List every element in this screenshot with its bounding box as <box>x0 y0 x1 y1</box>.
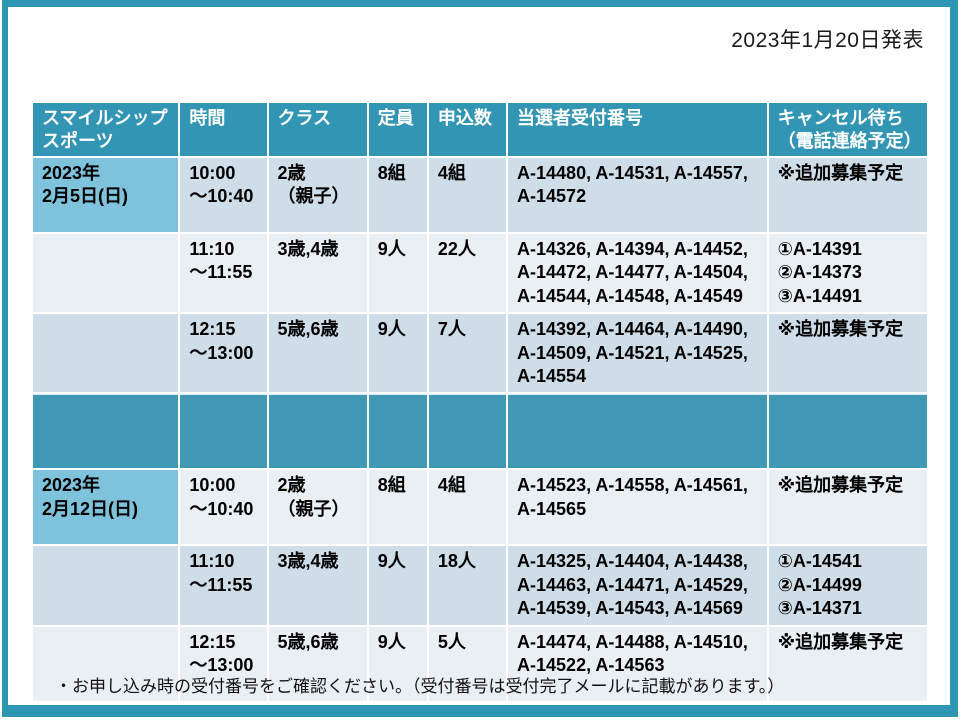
time-cell: 11:10 ～11:55 <box>180 234 267 313</box>
column-header-applied: 申込数 <box>428 103 507 156</box>
session-date-empty-cell <box>33 546 179 625</box>
column-header-class: クラス <box>268 103 367 156</box>
capacity-cell: 9人 <box>368 626 427 701</box>
table-row: 2023年 2月12日(日) 10:00 ～10:40 2歳 （親子） 8組 4組 A-1… <box>33 470 927 545</box>
applied-cell: 5人 <box>428 626 507 701</box>
capacity-cell: 9人 <box>368 314 427 393</box>
cancel-cell: ①A-14541 ②A-14499 ③A-14371 <box>768 546 927 625</box>
class-cell: 2歳 （親子） <box>268 158 367 232</box>
applied-cell: 22人 <box>428 234 507 313</box>
table-row: 12:15 ～13:00 5歳,6歳 9人 7人 A-14392, A-14464, A… <box>33 314 927 393</box>
time-cell: 11:10 ～11:55 <box>180 546 267 625</box>
time-cell: 10:00 ～10:40 <box>180 470 267 545</box>
results-table-header: スマイルシップ スポーツ 時間 クラス 定員 申込数 当選者受付番号 キャンセル待ち （電話… <box>33 103 927 156</box>
column-header-time: 時間 <box>180 103 267 156</box>
group-divider-segment <box>508 394 767 469</box>
capacity-cell: 9人 <box>368 546 427 625</box>
class-cell: 3歳,4歳 <box>268 546 367 625</box>
cancel-cell: ①A-14391 ②A-14373 ③A-14491 <box>768 234 927 313</box>
cancel-cell: ※追加募集予定 <box>768 470 927 545</box>
table-row: 12:15 ～13:00 5歳,6歳 9人 5人 A-14474, A-14488, A… <box>33 626 927 701</box>
applied-cell: 7人 <box>428 314 507 393</box>
winners-cell: A-14480, A-14531, A-14557, A-14572 <box>508 158 767 232</box>
group-divider-segment <box>268 394 367 469</box>
class-cell: 5歳,6歳 <box>268 626 367 701</box>
applied-cell: 4組 <box>428 470 507 545</box>
session-date-empty-cell <box>33 626 179 701</box>
capacity-cell: 8組 <box>368 470 427 545</box>
winners-cell: A-14474, A-14488, A-14510, A-14522, A-14… <box>508 626 767 701</box>
winners-cell: A-14325, A-14404, A-14438, A-14463, A-14… <box>508 546 767 625</box>
time-cell: 12:15 ～13:00 <box>180 314 267 393</box>
cancel-cell: ※追加募集予定 <box>768 314 927 393</box>
session-date-empty-cell <box>33 314 179 393</box>
capacity-cell: 8組 <box>368 158 427 232</box>
table-row: 2023年 2月5日(日) 10:00 ～10:40 2歳 （親子） 8組 4組 A-14… <box>33 158 927 232</box>
session-date-cell: 2023年 2月12日(日) <box>33 470 179 545</box>
applied-cell: 18人 <box>428 546 507 625</box>
time-cell: 10:00 ～10:40 <box>180 158 267 232</box>
column-header-cancel: キャンセル待ち （電話連絡予定） <box>768 103 927 156</box>
group-divider <box>33 394 927 469</box>
footer-note: ・お申し込み時の受付番号をご確認ください。（受付番号は受付完了メールに記載があり… <box>55 677 785 696</box>
cancel-cell: ※追加募集予定 <box>768 158 927 232</box>
column-header-date: スマイルシップ スポーツ <box>33 103 179 156</box>
lottery-results-table: スマイルシップ スポーツ 時間 クラス 定員 申込数 当選者受付番号 キャンセル待ち （電話… <box>31 101 929 703</box>
class-cell: 2歳 （親子） <box>268 470 367 545</box>
header-row: スマイルシップ スポーツ 時間 クラス 定員 申込数 当選者受付番号 キャンセル待ち （電話… <box>33 103 927 156</box>
group-divider-segment <box>428 394 507 469</box>
session-date-cell: 2023年 2月5日(日) <box>33 158 179 232</box>
applied-cell: 4組 <box>428 158 507 232</box>
class-cell: 5歳,6歳 <box>268 314 367 393</box>
table-row: 11:10 ～11:55 3歳,4歳 9人 22人 A-14326, A-14394, … <box>33 234 927 313</box>
announcement-date: 2023年1月20日発表 <box>731 29 924 52</box>
time-cell: 12:15 ～13:00 <box>180 626 267 701</box>
table-row: 11:10 ～11:55 3歳,4歳 9人 18人 A-14325, A-14404, … <box>33 546 927 625</box>
winners-cell: A-14523, A-14558, A-14561, A-14565 <box>508 470 767 545</box>
session-date-empty-cell <box>33 234 179 313</box>
winners-cell: A-14392, A-14464, A-14490, A-14509, A-14… <box>508 314 767 393</box>
capacity-cell: 9人 <box>368 234 427 313</box>
group-divider-segment <box>33 394 179 469</box>
winners-cell: A-14326, A-14394, A-14452, A-14472, A-14… <box>508 234 767 313</box>
group-divider-segment <box>368 394 427 469</box>
column-header-winners: 当選者受付番号 <box>508 103 767 156</box>
results-table-body: 2023年 2月5日(日) 10:00 ～10:40 2歳 （親子） 8組 4組 A-14… <box>33 158 927 701</box>
class-cell: 3歳,4歳 <box>268 234 367 313</box>
cancel-cell: ※追加募集予定 <box>768 626 927 701</box>
column-header-capacity: 定員 <box>368 103 427 156</box>
group-divider-segment <box>768 394 927 469</box>
group-divider-segment <box>180 394 267 469</box>
